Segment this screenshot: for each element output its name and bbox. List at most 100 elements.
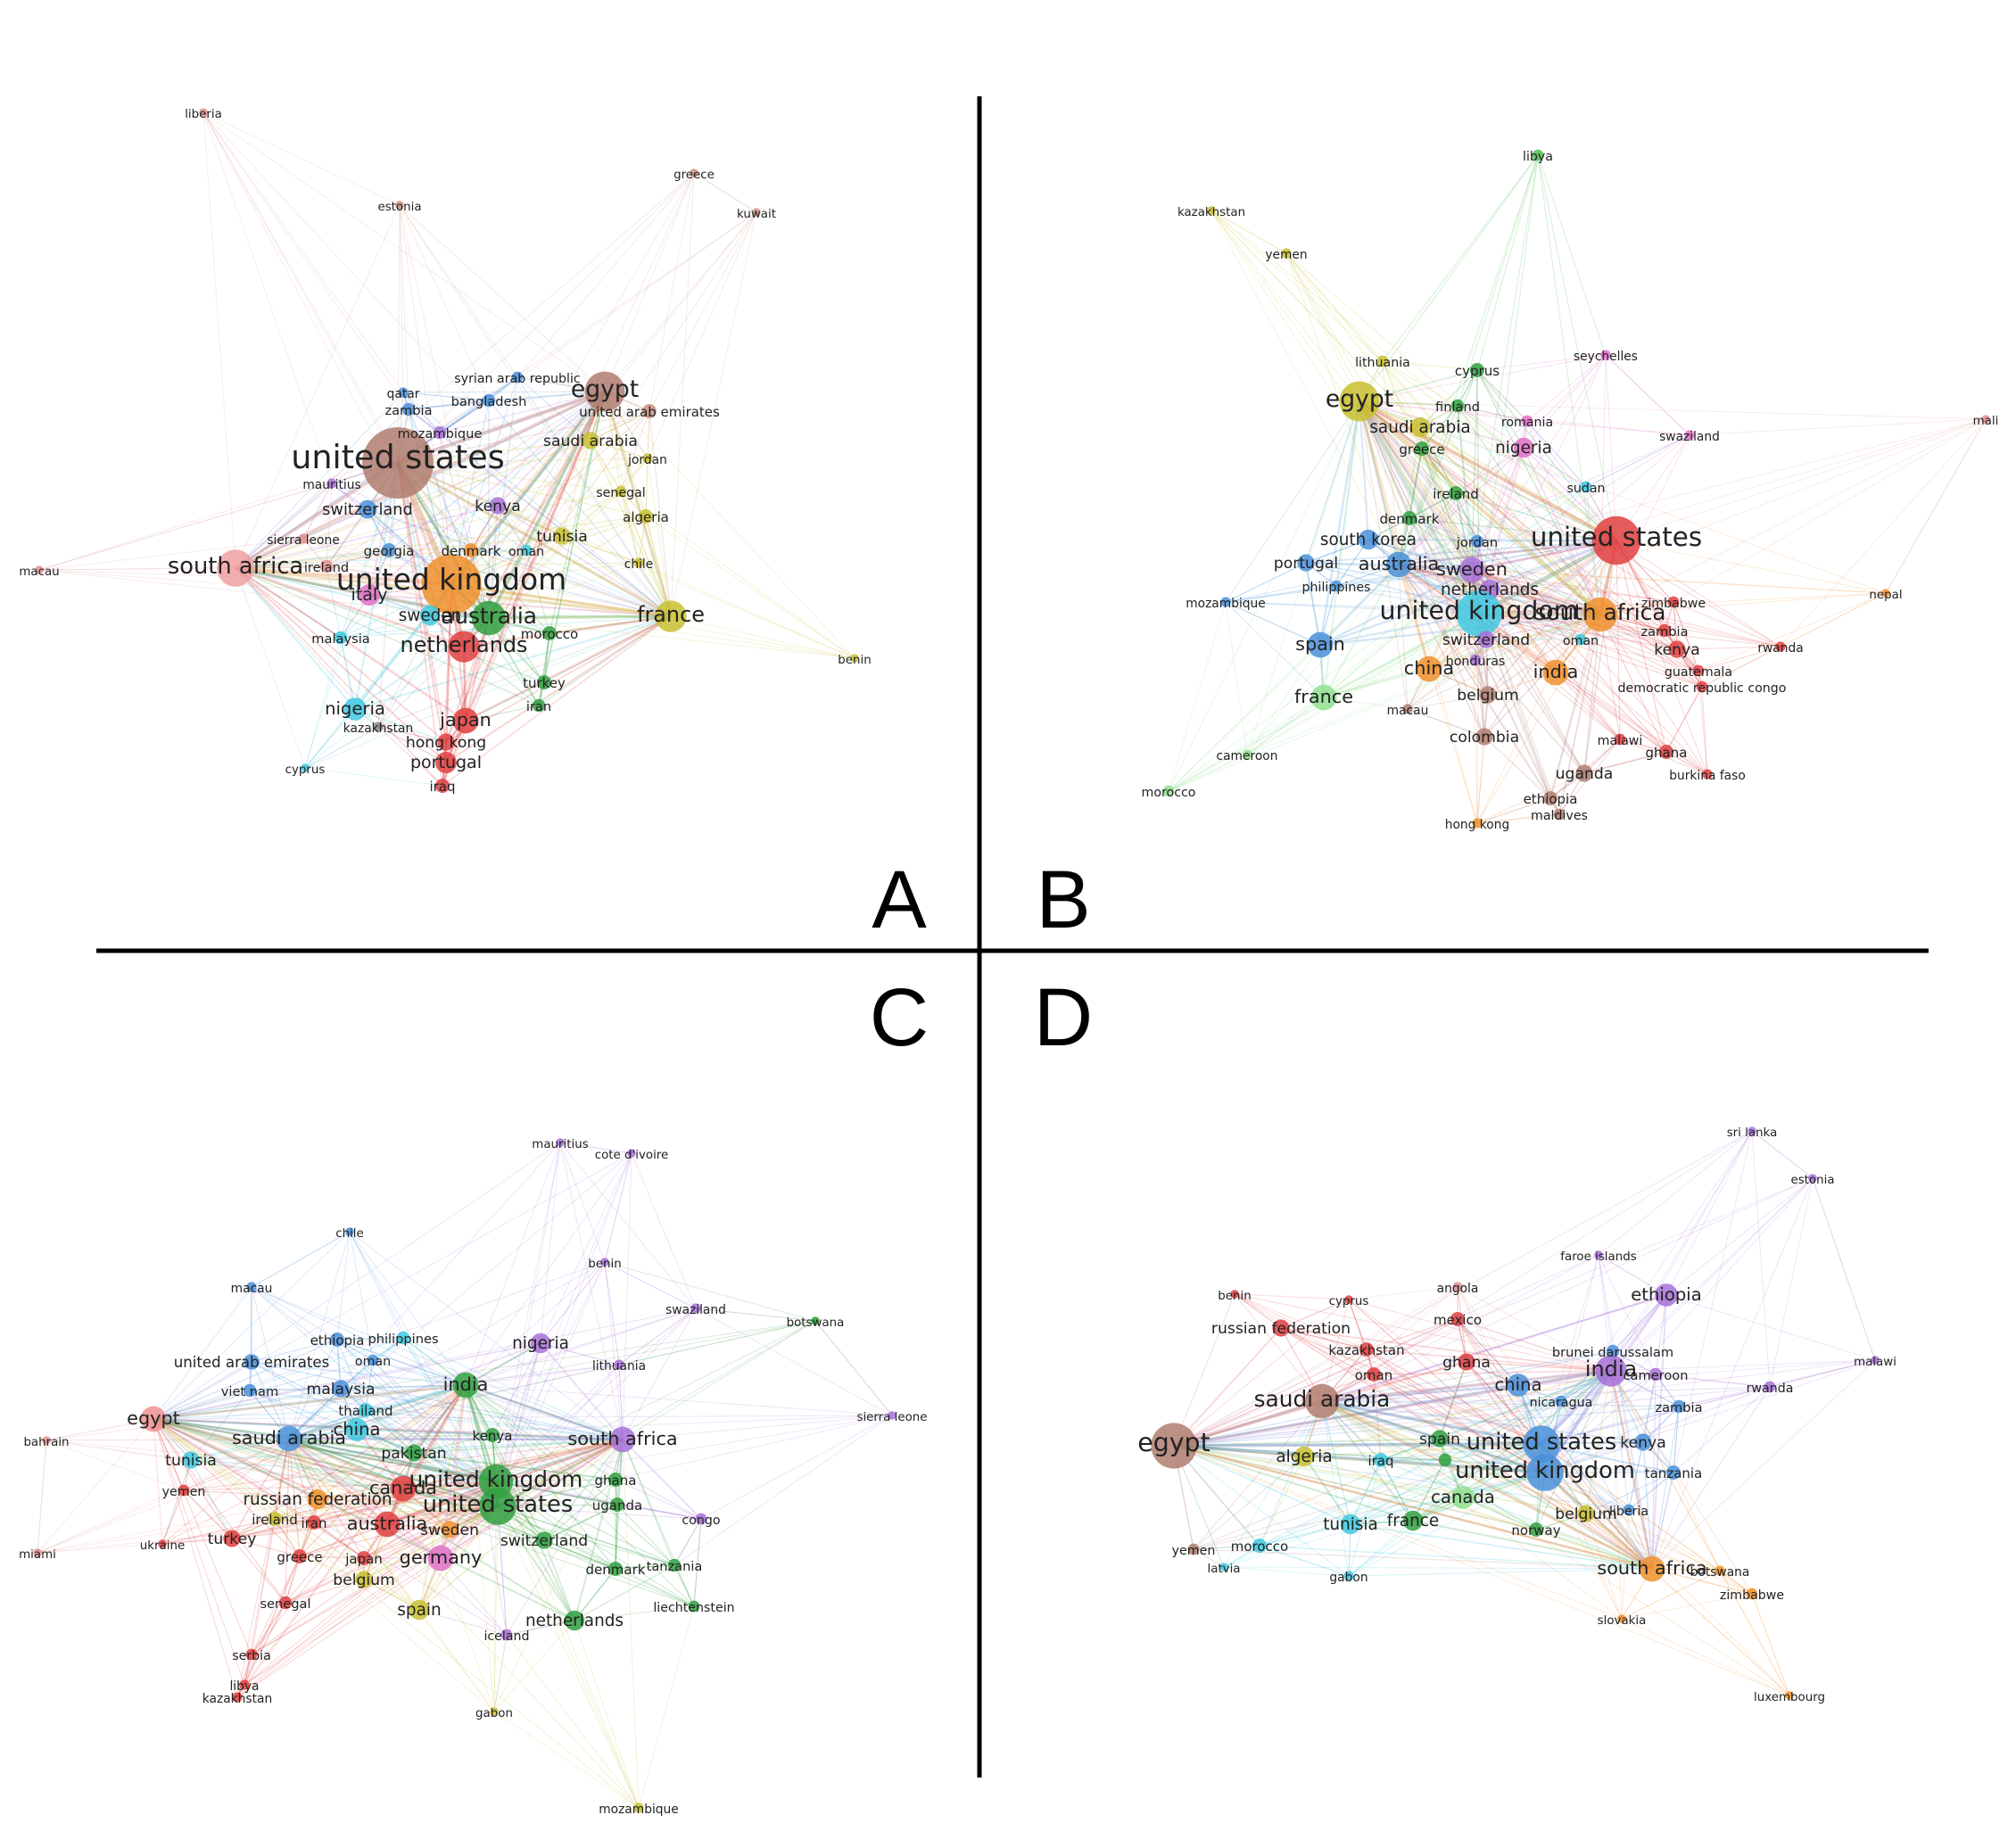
edge xyxy=(1348,1459,1382,1577)
edge xyxy=(1628,1472,1674,1511)
edge xyxy=(649,211,757,412)
edge xyxy=(1173,1293,1235,1447)
edge xyxy=(153,1337,404,1420)
edge xyxy=(543,1479,616,1541)
edge xyxy=(1321,1386,1771,1402)
node-egypt xyxy=(1339,381,1380,422)
edge xyxy=(497,505,672,617)
edge xyxy=(38,567,236,571)
node-label: chile xyxy=(335,1227,364,1241)
edge xyxy=(1321,1286,1458,1402)
edge xyxy=(244,1506,499,1686)
edge xyxy=(1475,614,1601,661)
edge xyxy=(1359,400,1781,648)
node-sweden xyxy=(1458,557,1485,583)
edge xyxy=(1398,564,1409,710)
edge xyxy=(183,1384,467,1491)
edge xyxy=(299,1555,365,1580)
edge xyxy=(1359,154,1539,402)
edge xyxy=(604,391,640,564)
edge xyxy=(1359,400,1478,542)
edge xyxy=(445,615,672,743)
node-united-states xyxy=(362,427,434,499)
edge xyxy=(377,615,672,728)
node-label: algeria xyxy=(1276,1448,1332,1466)
edge xyxy=(336,1339,624,1440)
edge xyxy=(1628,1441,1644,1511)
edge xyxy=(1303,1456,1382,1461)
edge xyxy=(1225,585,1337,603)
node-libya xyxy=(239,1679,250,1690)
node-guatemala xyxy=(1692,664,1705,677)
edge xyxy=(1471,447,1524,571)
edge xyxy=(647,410,650,459)
edge xyxy=(1628,1472,1674,1511)
edge xyxy=(604,1261,816,1322)
node-label: liechtenstein xyxy=(653,1601,734,1615)
edge xyxy=(302,538,672,617)
edge xyxy=(331,483,672,617)
edge xyxy=(465,1384,616,1481)
edge xyxy=(439,432,672,617)
node-ghana xyxy=(608,1473,623,1487)
node-label: ghana xyxy=(1646,745,1688,761)
edge xyxy=(153,1418,640,1809)
edge xyxy=(1382,154,1539,362)
edge xyxy=(304,462,399,769)
node-bahrain xyxy=(42,1436,51,1445)
edge xyxy=(1412,1520,1653,1570)
edge xyxy=(1359,400,1485,738)
edge xyxy=(495,1320,816,1482)
edge xyxy=(274,1384,467,1520)
edge xyxy=(402,1337,624,1440)
node-belgium xyxy=(1479,686,1497,704)
edge xyxy=(1541,1254,1599,1445)
node-label: germany xyxy=(400,1547,483,1568)
edge xyxy=(1359,400,1621,740)
edge xyxy=(244,1384,467,1686)
edge xyxy=(1615,540,1621,740)
edge xyxy=(153,1418,233,1539)
edge xyxy=(1407,569,1473,710)
edge xyxy=(402,1337,467,1386)
edge xyxy=(1168,400,1360,792)
node-japan xyxy=(452,707,479,734)
edge xyxy=(497,1308,697,1507)
edge xyxy=(235,505,499,569)
edge xyxy=(1193,1472,1546,1550)
edge xyxy=(1358,400,1400,565)
edge xyxy=(1359,400,1524,449)
edge xyxy=(1610,1370,1790,1696)
edge xyxy=(1303,1456,1546,1473)
edge xyxy=(1321,1400,1680,1407)
edge xyxy=(1605,354,1617,541)
node-label: kenya xyxy=(1620,1434,1666,1452)
edge xyxy=(1398,420,1528,565)
edge xyxy=(251,1286,624,1440)
edge xyxy=(1457,1286,1542,1445)
edge xyxy=(1610,1370,1630,1511)
edge xyxy=(439,400,490,433)
node-label: united states xyxy=(1531,522,1702,552)
edge xyxy=(1610,1370,1623,1620)
edge xyxy=(288,1383,467,1440)
edge xyxy=(1476,613,1480,824)
edge xyxy=(638,1605,695,1809)
edge xyxy=(1537,154,1617,541)
edge xyxy=(463,646,540,706)
edge xyxy=(251,1361,467,1386)
node-label: switzerland xyxy=(322,500,413,519)
edge xyxy=(465,1384,495,1712)
edge xyxy=(1457,1318,1542,1445)
edge xyxy=(326,565,672,617)
edge xyxy=(235,567,540,706)
node-china xyxy=(1507,1374,1530,1397)
node-label: nepal xyxy=(1869,589,1902,602)
edge xyxy=(561,535,640,564)
edge xyxy=(1769,1359,1876,1388)
edge xyxy=(251,1384,467,1655)
node-label: united arab emirates xyxy=(579,404,720,420)
node-south-africa xyxy=(217,549,254,587)
node-liechtenstein xyxy=(688,1600,700,1613)
